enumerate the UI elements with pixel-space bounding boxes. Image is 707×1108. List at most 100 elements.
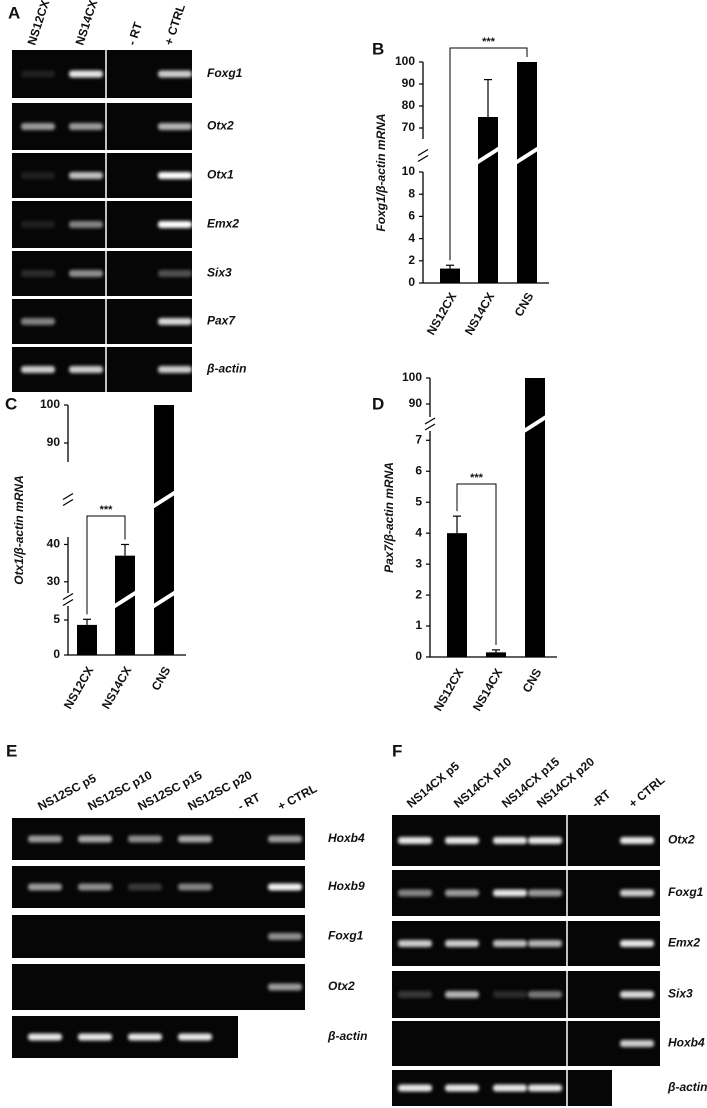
y-axis-label: Pax7/β-actin mRNA xyxy=(382,462,396,573)
gel-band xyxy=(21,366,55,373)
gel-band xyxy=(493,1084,527,1092)
gel-band xyxy=(69,172,103,179)
y-tick-label: 6 xyxy=(415,463,422,477)
gel-band xyxy=(178,1033,212,1041)
gel-band xyxy=(398,940,432,947)
bar-break xyxy=(112,590,138,609)
gene-label: Emx2 xyxy=(207,217,239,231)
gel-band xyxy=(69,366,103,373)
bar xyxy=(517,62,537,283)
gel-band xyxy=(28,1033,62,1041)
panel-label: D xyxy=(372,394,384,413)
gel-band xyxy=(620,991,654,998)
significance-bracket xyxy=(86,515,126,615)
axis-break xyxy=(62,598,74,607)
gel-band xyxy=(445,889,479,897)
gene-label: Otx2 xyxy=(328,979,355,993)
lane-label: - RT xyxy=(235,790,263,814)
y-tick-label: 4 xyxy=(415,525,422,539)
x-tick-label: NS12CX xyxy=(61,664,96,711)
gene-label: Six3 xyxy=(668,987,693,1001)
x-tick-label: NS12CX xyxy=(424,290,459,337)
y-tick-label: 0 xyxy=(408,275,415,289)
gel-band xyxy=(178,835,212,843)
panel-label: A xyxy=(8,3,20,22)
gel-band xyxy=(398,837,432,844)
axis-break xyxy=(424,417,436,425)
gene-label: Otx1 xyxy=(207,168,234,182)
significance-bracket xyxy=(449,47,528,261)
gel-band xyxy=(268,983,302,991)
y-tick-label: 2 xyxy=(408,253,415,267)
gel-band xyxy=(493,991,527,998)
gel-band xyxy=(620,940,654,947)
gel-band xyxy=(178,883,212,891)
lane-label: - RT xyxy=(125,20,146,47)
gel-band xyxy=(21,123,55,130)
gel-band xyxy=(69,270,103,277)
gel-band xyxy=(128,835,162,843)
y-tick-label: 0 xyxy=(415,649,422,663)
gel-band xyxy=(158,172,192,179)
gel-band xyxy=(268,835,302,843)
gene-label: Foxg1 xyxy=(328,929,364,943)
lane-label: -RT xyxy=(589,787,614,811)
axis-break xyxy=(417,148,429,157)
gel-band xyxy=(528,889,562,897)
gel-band xyxy=(28,883,62,891)
x-tick-label: NS12CX xyxy=(431,666,466,713)
gene-label: Hoxb4 xyxy=(668,1036,705,1050)
lane-label: + CTRL xyxy=(162,2,188,47)
y-tick-label: 100 xyxy=(402,370,422,384)
gel-band xyxy=(445,940,479,947)
gene-label: Otx2 xyxy=(668,833,695,847)
y-tick-label: 0 xyxy=(53,647,60,661)
y-axis-label: Foxg1/β-actin mRNA xyxy=(374,113,388,231)
gel-band xyxy=(21,221,55,228)
panel-label: C xyxy=(5,394,17,413)
bar xyxy=(115,555,135,655)
axis-break xyxy=(417,154,429,163)
gel-band xyxy=(528,991,562,998)
bar xyxy=(77,624,97,655)
gene-label: Emx2 xyxy=(668,936,700,950)
lane-label: NS12CX xyxy=(25,0,53,47)
x-tick-label: NS14CX xyxy=(99,664,134,711)
gel-band xyxy=(21,70,55,78)
lane-label: + CTRL xyxy=(626,773,667,811)
gene-label: Foxg1 xyxy=(668,885,704,899)
panel-label: E xyxy=(6,741,17,760)
gel-band xyxy=(21,270,55,277)
axis-break xyxy=(62,492,74,501)
x-tick-label: CNS xyxy=(512,290,537,319)
bar-break xyxy=(475,146,501,165)
gene-label: Pax7 xyxy=(207,314,236,328)
y-tick-label: 7 xyxy=(415,432,422,446)
gene-label: Otx2 xyxy=(207,119,234,133)
gel-band xyxy=(28,835,62,843)
gel-band xyxy=(528,837,562,844)
gel-band xyxy=(445,837,479,844)
gel-band xyxy=(493,889,527,897)
bar-break xyxy=(522,415,548,433)
gel-band xyxy=(398,1084,432,1092)
lane-label: NS14CX xyxy=(73,0,101,47)
gene-label: Six3 xyxy=(207,266,232,280)
significance-bracket xyxy=(456,483,497,645)
bar-break xyxy=(514,146,540,165)
gel-band xyxy=(445,1084,479,1092)
gel-band xyxy=(158,123,192,130)
y-tick-label: 2 xyxy=(415,587,422,601)
y-tick-label: 90 xyxy=(47,435,61,449)
gel-band xyxy=(69,221,103,228)
panel-label: B xyxy=(372,39,384,58)
bar xyxy=(440,268,460,283)
gene-label: Foxg1 xyxy=(207,66,243,80)
gel-row xyxy=(12,915,305,958)
x-tick-label: NS14CX xyxy=(470,666,505,713)
gel-band xyxy=(78,883,112,891)
gel-band xyxy=(158,270,192,277)
y-tick-label: 1 xyxy=(415,618,422,632)
gel-band xyxy=(620,837,654,844)
